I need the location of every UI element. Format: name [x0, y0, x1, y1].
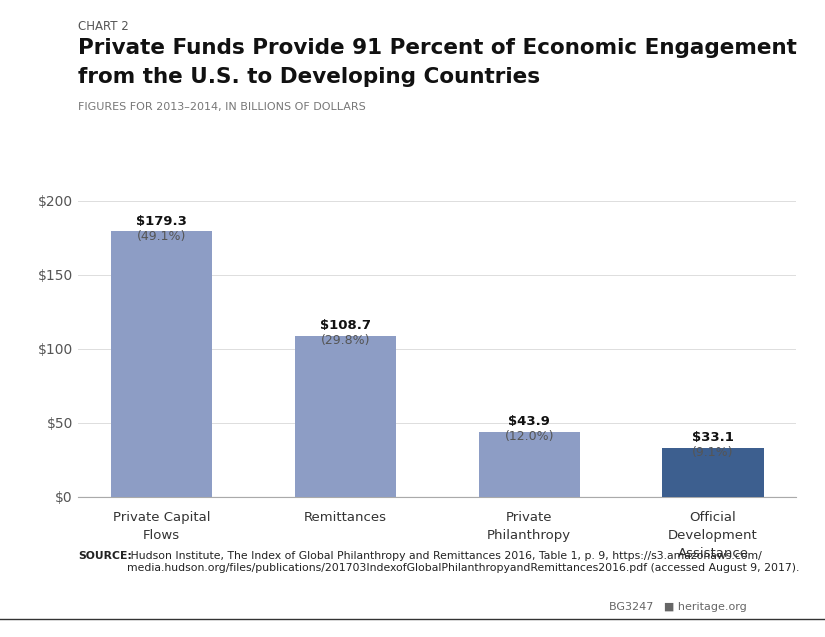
Text: (29.8%): (29.8%): [321, 334, 370, 347]
Text: (49.1%): (49.1%): [137, 230, 186, 243]
Bar: [478, 432, 580, 497]
Bar: [295, 336, 396, 497]
Text: $108.7: $108.7: [320, 319, 371, 332]
Text: $43.9: $43.9: [508, 415, 550, 428]
Text: Hudson Institute, The Index of Global Philanthropy and Remittances 2016, Table 1: Hudson Institute, The Index of Global Ph…: [127, 551, 799, 573]
Text: CHART 2: CHART 2: [78, 20, 130, 33]
Text: (12.0%): (12.0%): [504, 431, 554, 443]
Text: FIGURES FOR 2013–2014, IN BILLIONS OF DOLLARS: FIGURES FOR 2013–2014, IN BILLIONS OF DO…: [78, 102, 366, 112]
Text: BG3247   ■ heritage.org: BG3247 ■ heritage.org: [609, 602, 747, 612]
Text: $179.3: $179.3: [136, 215, 187, 227]
Text: SOURCE:: SOURCE:: [78, 551, 132, 561]
Text: $33.1: $33.1: [692, 431, 734, 444]
Text: (9.1%): (9.1%): [692, 447, 733, 459]
Bar: [111, 231, 212, 497]
Text: from the U.S. to Developing Countries: from the U.S. to Developing Countries: [78, 67, 540, 87]
Text: Private Funds Provide 91 Percent of Economic Engagement: Private Funds Provide 91 Percent of Econ…: [78, 38, 797, 58]
Bar: [662, 448, 763, 497]
